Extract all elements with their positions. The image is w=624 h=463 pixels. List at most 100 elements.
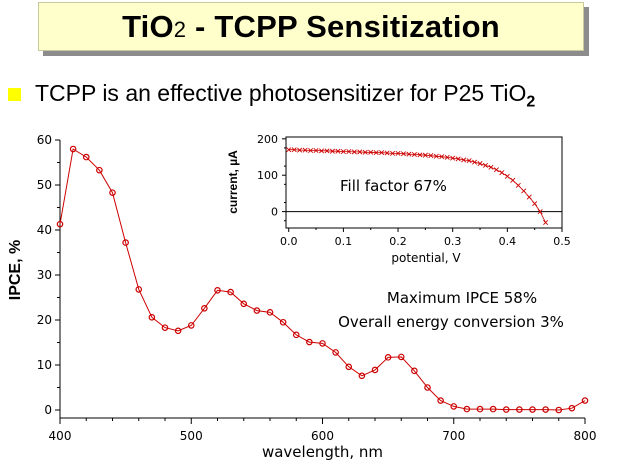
iv-data-point bbox=[428, 153, 434, 159]
main-x-tick-label: 800 bbox=[574, 429, 597, 443]
ipce-data-point bbox=[174, 327, 182, 335]
inset-x-tick-label: 0.0 bbox=[280, 235, 298, 248]
iv-data-point bbox=[417, 152, 423, 158]
inset-x-tick-label: 0.5 bbox=[553, 235, 571, 248]
inset-x-tick-label: 0.3 bbox=[444, 235, 462, 248]
iv-data-point bbox=[515, 182, 521, 188]
iv-data-point bbox=[308, 147, 314, 153]
slide-title: TiO2 - TCPP Sensitization bbox=[122, 9, 500, 45]
iv-data-point bbox=[472, 159, 478, 165]
title-subscript: 2 bbox=[173, 16, 187, 42]
iv-data-point bbox=[291, 147, 297, 153]
iv-data-point bbox=[357, 149, 363, 155]
inset-x-tick-label: 0.2 bbox=[389, 235, 407, 248]
iv-data-point bbox=[379, 150, 385, 156]
iv-data-point bbox=[433, 153, 439, 159]
ipce-data-point bbox=[69, 145, 77, 153]
main-y-tick-label: 10 bbox=[37, 358, 52, 372]
main-x-tick-label: 400 bbox=[49, 429, 72, 443]
ipce-data-point bbox=[542, 406, 549, 413]
ipce-data-point bbox=[122, 239, 129, 246]
inset-y-tick-label: 0 bbox=[271, 206, 278, 219]
main-y-tick-label: 30 bbox=[37, 268, 52, 282]
iv-data-point bbox=[351, 149, 357, 155]
ipce-data-point bbox=[240, 300, 248, 308]
main-y-tick-label: 60 bbox=[37, 133, 52, 147]
iv-data-point bbox=[362, 149, 368, 155]
main-x-tick-label: 700 bbox=[442, 429, 465, 443]
ipce-data-point bbox=[332, 349, 339, 356]
inset-y-tick-label: 200 bbox=[257, 133, 278, 146]
ipce-data-point bbox=[201, 304, 208, 312]
iv-data-point bbox=[297, 147, 303, 153]
ipce-data-point bbox=[568, 404, 576, 412]
iv-data-point bbox=[455, 156, 461, 162]
ipce-data-point bbox=[516, 406, 523, 413]
annotation-max-ipce: Maximum IPCE 58% bbox=[387, 289, 537, 307]
iv-data-point bbox=[521, 188, 527, 194]
ipce-data-point bbox=[253, 307, 261, 314]
ipce-data-point bbox=[529, 406, 536, 413]
ipce-data-point bbox=[489, 405, 497, 413]
ipce-data-point bbox=[227, 288, 234, 296]
iv-data-point bbox=[335, 148, 341, 154]
iv-data-point bbox=[493, 167, 499, 173]
iv-data-point bbox=[329, 148, 335, 154]
iv-data-point bbox=[477, 161, 483, 167]
ipce-data-point bbox=[306, 338, 313, 346]
main-y-axis-title: IPCE, % bbox=[7, 240, 24, 300]
main-x-tick-label: 500 bbox=[180, 429, 203, 443]
ipce-data-point bbox=[397, 353, 405, 361]
iv-data-point bbox=[302, 147, 308, 153]
iv-data-point bbox=[422, 152, 428, 158]
annotation-energy-conversion: Overall energy conversion 3% bbox=[338, 313, 564, 331]
iv-data-point bbox=[488, 164, 494, 170]
ipce-data-point bbox=[476, 405, 484, 413]
ipce-data-point bbox=[411, 367, 418, 375]
iv-data-point bbox=[461, 157, 467, 163]
iv-data-point bbox=[286, 147, 292, 153]
inset-y-axis-title: current, µA bbox=[226, 150, 240, 214]
iv-data-point bbox=[504, 173, 510, 179]
bullet-subscript: 2 bbox=[526, 93, 536, 111]
ipce-data-point bbox=[96, 166, 103, 174]
ipce-series-line bbox=[59, 148, 586, 411]
main-x-tick-label: 600 bbox=[311, 429, 334, 443]
ipce-data-point bbox=[266, 309, 274, 316]
inset-y-tick-label: 100 bbox=[257, 169, 278, 182]
iv-data-point bbox=[543, 220, 549, 226]
ipce-data-point bbox=[384, 354, 392, 361]
iv-data-point bbox=[390, 150, 396, 156]
inset-background bbox=[278, 131, 570, 234]
inset-x-tick-label: 0.1 bbox=[335, 235, 353, 248]
ipce-data-point bbox=[371, 366, 379, 374]
main-y-tick-label: 50 bbox=[37, 178, 52, 192]
iv-data-point bbox=[340, 149, 346, 155]
iv-data-point bbox=[406, 151, 412, 157]
iv-data-point bbox=[537, 209, 543, 215]
iv-data-point bbox=[346, 149, 352, 155]
main-x-axis-title: wavelength, nm bbox=[262, 443, 383, 461]
ipce-data-point bbox=[148, 313, 156, 321]
iv-data-point bbox=[532, 201, 538, 207]
ipce-data-point bbox=[437, 397, 444, 404]
iv-data-point bbox=[395, 150, 401, 156]
iv-data-point bbox=[368, 149, 374, 155]
iv-data-point bbox=[450, 155, 456, 161]
title-banner: TiO2 - TCPP Sensitization bbox=[38, 2, 584, 51]
iv-data-point bbox=[313, 147, 319, 153]
iv-data-point bbox=[319, 148, 325, 154]
ipce-data-point bbox=[424, 384, 431, 391]
ipce-data-point bbox=[581, 397, 589, 404]
ipce-data-point bbox=[56, 220, 64, 228]
ipce-data-point bbox=[555, 406, 563, 414]
iv-data-point bbox=[411, 151, 417, 157]
bullet-square-icon bbox=[8, 88, 21, 101]
inset-frame bbox=[285, 136, 563, 229]
ipce-data-point bbox=[450, 403, 458, 410]
iv-data-point bbox=[324, 148, 330, 154]
ipce-data-point bbox=[82, 153, 90, 161]
iv-data-point bbox=[482, 162, 489, 168]
main-y-tick-label: 20 bbox=[37, 313, 52, 327]
